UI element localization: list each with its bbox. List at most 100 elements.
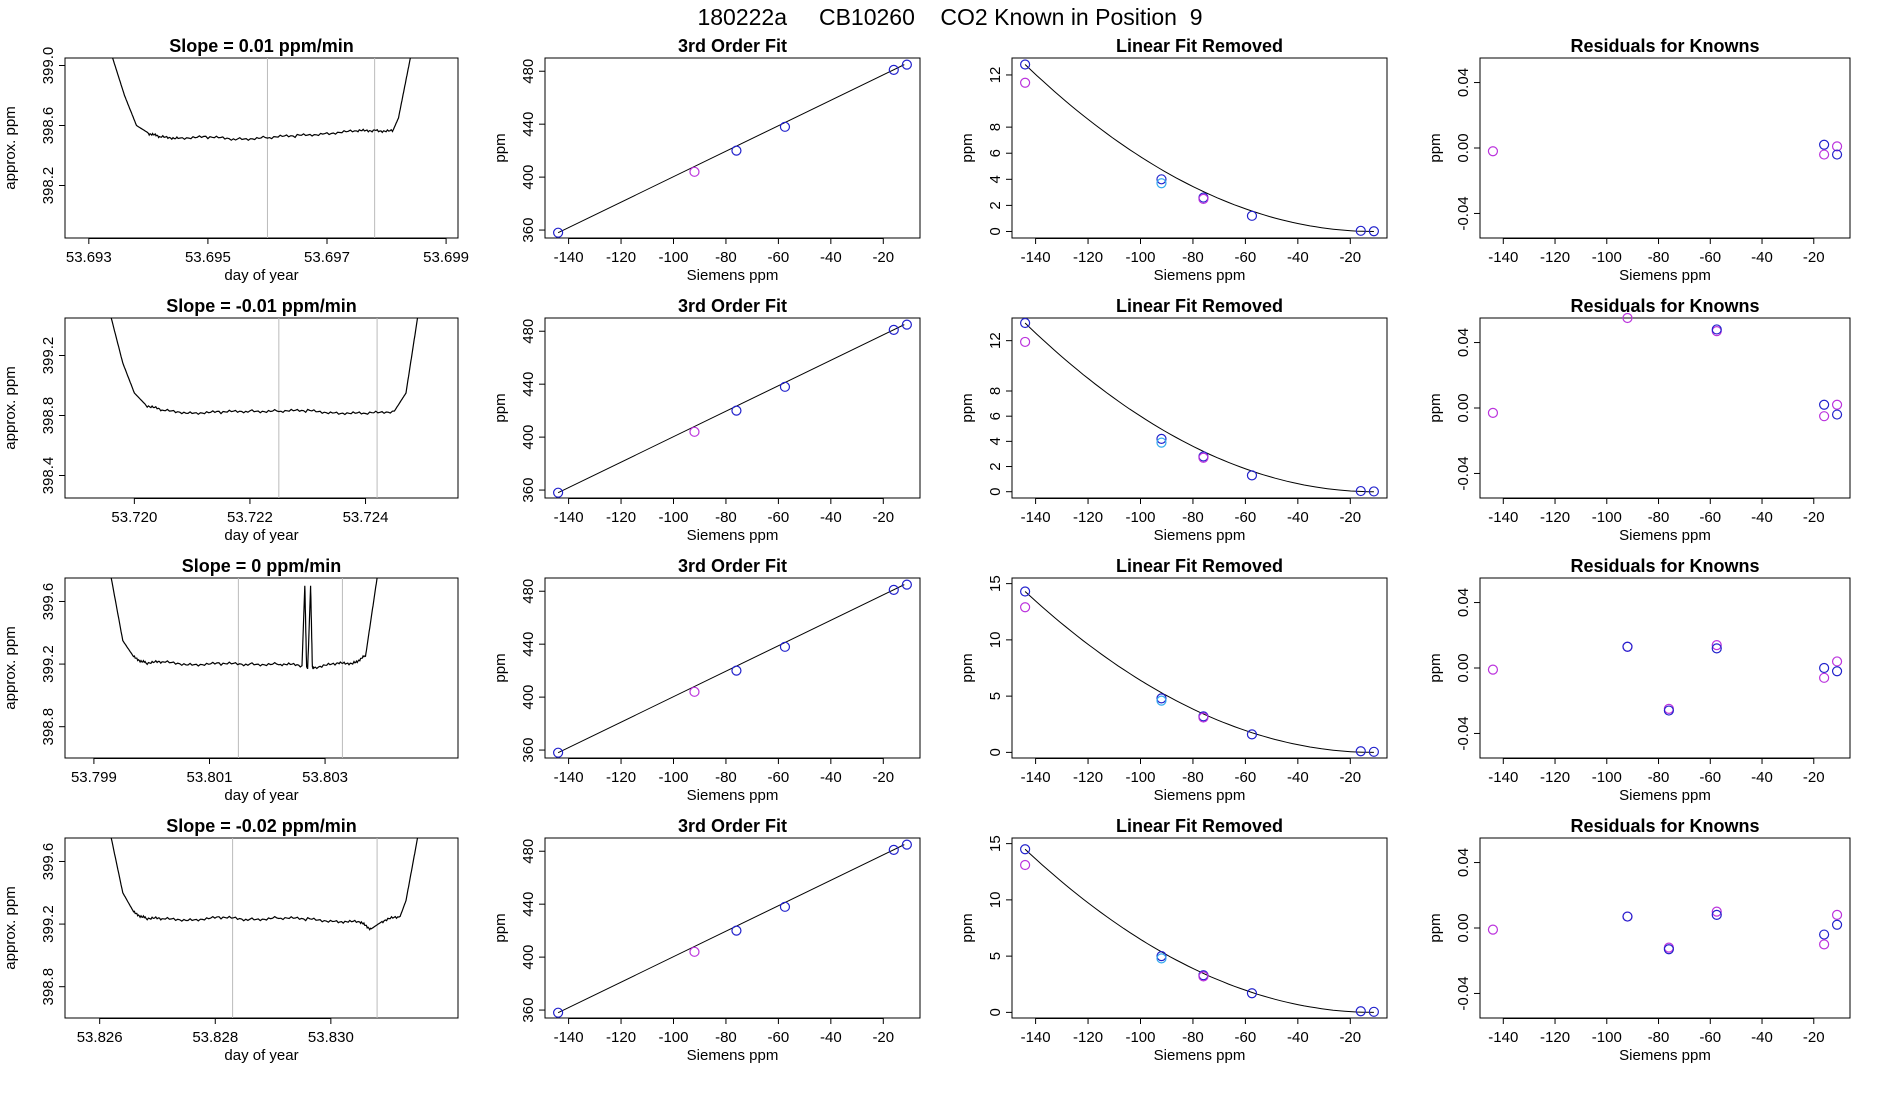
data-point: [1156, 951, 1167, 962]
y-axis-label: ppm: [959, 133, 976, 162]
x-axis-label: Siemens ppm: [687, 527, 779, 544]
data-point: [731, 925, 742, 936]
x-tick-label: -140: [1021, 249, 1051, 266]
x-axis-label: Siemens ppm: [1619, 1047, 1711, 1064]
x-tick-label: -60: [1699, 509, 1721, 526]
y-tick-label: 0.00: [1455, 393, 1472, 422]
x-tick-label: -120: [1540, 249, 1570, 266]
y-tick-label: 480: [520, 839, 537, 864]
data-point: [888, 844, 899, 856]
y-axis-label: ppm: [492, 913, 509, 942]
panel-r2c3: Residuals for Knowns -140 -120 -100 -80 -60 -4…: [1427, 556, 1851, 804]
chart-title: Linear Fit Removed: [1116, 36, 1283, 56]
plot-frame: [1479, 837, 1851, 1019]
x-axis-label: Siemens ppm: [1619, 527, 1711, 544]
y-tick-label: 399.0: [40, 47, 57, 85]
fit-curve: [1024, 591, 1374, 753]
plot-frame: [1479, 57, 1851, 239]
chart-title: Residuals for Knowns: [1570, 36, 1759, 56]
y-tick-label: 440: [520, 112, 537, 137]
x-tick-label: -140: [1488, 249, 1518, 266]
x-tick-label: -20: [1339, 249, 1361, 266]
y-tick-label: 400: [520, 685, 537, 710]
x-tick-label: -40: [1751, 1029, 1773, 1046]
x-tick-label: -120: [606, 1029, 636, 1046]
chart-title: 3rd Order Fit: [678, 816, 787, 836]
y-tick-label: 0.00: [1455, 653, 1472, 682]
plot-area: [1024, 848, 1374, 1013]
data-point: [1819, 149, 1830, 160]
co2-trace: [112, 58, 411, 141]
data-point: [1663, 944, 1674, 955]
data-point: [1156, 178, 1167, 189]
y-axis-label: approx. ppm: [2, 106, 19, 189]
data-point: [1355, 746, 1366, 757]
x-tick-label: -20: [1803, 509, 1825, 526]
x-tick-label: -60: [768, 249, 790, 266]
data-point: [779, 641, 791, 652]
x-tick-label: -80: [1182, 769, 1204, 786]
data-point: [1020, 859, 1031, 871]
data-point: [1819, 399, 1830, 410]
y-tick-label: 360: [520, 998, 537, 1023]
x-tick-label: 53.693: [66, 249, 112, 266]
y-tick-label: 0: [987, 748, 1004, 756]
data-point: [1831, 666, 1843, 677]
data-point: [553, 487, 564, 498]
x-tick-label: -120: [606, 769, 636, 786]
fit-line: [557, 844, 905, 1014]
x-tick-label: -80: [715, 769, 737, 786]
data-point: [1368, 746, 1379, 757]
x-tick-label: -40: [820, 509, 842, 526]
plot-frame: [1011, 577, 1388, 759]
fit-line: [557, 584, 905, 754]
data-point: [901, 59, 912, 70]
data-point: [1711, 643, 1722, 654]
y-tick-label: 399.2: [40, 337, 57, 375]
panel-r0c3: Residuals for Knowns -140 -120 -100 -80 -60 -4…: [1427, 36, 1851, 284]
x-tick-label: -40: [1751, 769, 1773, 786]
panel-r1c0: Slope = -0.01 ppm/min 53.720 53.722 53.724 d…: [2, 296, 459, 544]
x-tick-label: -80: [1648, 769, 1670, 786]
x-tick-label: -140: [554, 769, 584, 786]
plot-frame: [64, 577, 459, 759]
x-tick-label: -40: [1751, 249, 1773, 266]
x-tick-label: 53.803: [302, 769, 348, 786]
x-axis-label: Siemens ppm: [687, 1047, 779, 1064]
y-axis-label: ppm: [959, 913, 976, 942]
data-point: [1156, 174, 1167, 185]
data-point: [1246, 729, 1258, 740]
x-tick-label: -40: [1287, 509, 1309, 526]
x-axis-label: Siemens ppm: [1154, 787, 1246, 804]
x-tick-label: 53.720: [111, 509, 157, 526]
x-tick-label: -80: [1648, 509, 1670, 526]
x-tick-label: -100: [1592, 509, 1622, 526]
y-axis-label: ppm: [959, 393, 976, 422]
x-tick-label: -140: [554, 1029, 584, 1046]
x-tick-label: -20: [1339, 1029, 1361, 1046]
data-point: [1020, 317, 1031, 329]
x-tick-label: 53.724: [343, 509, 389, 526]
x-tick-label: 53.799: [71, 769, 117, 786]
data-point: [731, 405, 742, 416]
x-tick-label: -40: [820, 769, 842, 786]
panel-r3c3: Residuals for Knowns -140 -120 -100 -80 -60 -4…: [1427, 816, 1851, 1064]
data-point: [1487, 664, 1499, 675]
data-point: [1819, 662, 1830, 674]
panel-r0c0: Slope = 0.01 ppm/min 53.693 53.695 53.697 53…: [2, 36, 469, 284]
fit-curve: [1024, 322, 1374, 493]
data-point: [888, 584, 899, 596]
data-point: [1831, 141, 1843, 152]
panel-r1c2: Linear Fit Removed -140 -120 -100 -80 -60 -40 -…: [959, 296, 1388, 544]
x-tick-label: -20: [872, 509, 894, 526]
plot-area: [557, 324, 905, 494]
x-axis-label: day of year: [224, 267, 298, 284]
y-tick-label: 398.8: [40, 968, 57, 1006]
plot-area: [110, 578, 378, 758]
y-tick-label: 15: [987, 835, 1004, 852]
y-tick-label: 480: [520, 319, 537, 344]
y-tick-label: 4: [987, 437, 1004, 445]
x-tick-label: -80: [715, 249, 737, 266]
y-tick-label: 480: [520, 59, 537, 84]
data-point: [1355, 1006, 1366, 1017]
